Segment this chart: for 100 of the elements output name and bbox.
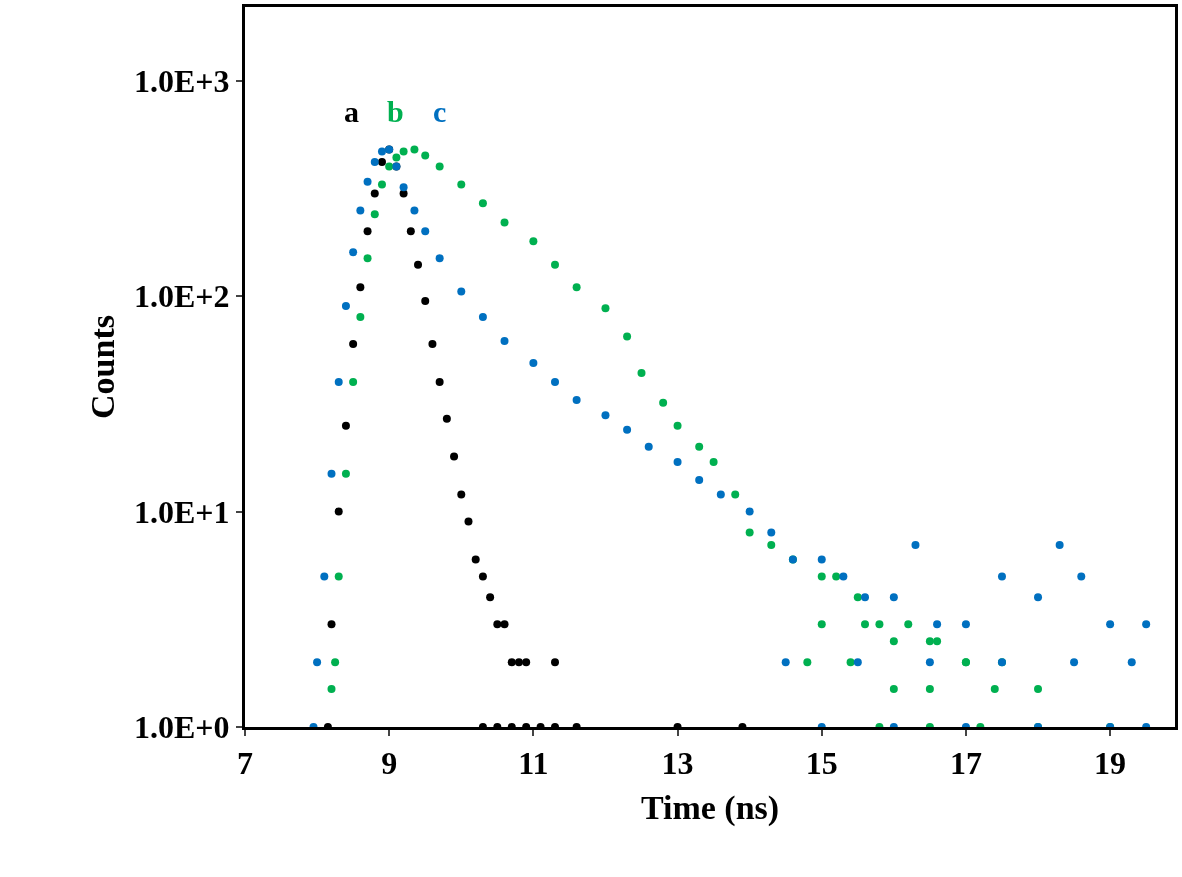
point xyxy=(875,620,884,629)
point xyxy=(334,572,343,581)
series-label: a xyxy=(344,95,359,128)
x-tick-label: 17 xyxy=(949,745,982,782)
x-tick-label: 9 xyxy=(381,745,398,782)
point xyxy=(341,469,350,478)
point xyxy=(370,157,379,166)
point xyxy=(853,593,862,602)
point xyxy=(313,658,322,667)
point xyxy=(846,658,855,667)
point xyxy=(334,507,343,516)
point xyxy=(442,414,451,423)
y-tick-label: 1.0E+0 xyxy=(134,709,230,746)
point xyxy=(363,177,372,186)
point xyxy=(925,637,934,646)
point xyxy=(695,476,704,485)
point xyxy=(410,206,419,215)
point xyxy=(716,490,725,499)
x-tick-label: 7 xyxy=(237,745,253,782)
point xyxy=(1127,658,1136,667)
point xyxy=(349,339,358,348)
point xyxy=(457,490,466,499)
point xyxy=(933,637,942,646)
point xyxy=(392,153,401,162)
point xyxy=(644,442,653,451)
x-tick-label: 15 xyxy=(805,745,838,782)
point xyxy=(767,528,776,537)
point xyxy=(853,658,862,667)
point xyxy=(1034,685,1043,694)
y-tick-label: 1.0E+1 xyxy=(134,493,230,530)
point xyxy=(745,507,754,516)
point xyxy=(327,685,336,694)
point xyxy=(1077,572,1086,581)
point xyxy=(507,658,516,667)
point xyxy=(889,637,898,646)
point xyxy=(421,151,430,160)
point xyxy=(817,620,826,629)
point xyxy=(637,368,646,377)
point xyxy=(861,593,869,602)
point xyxy=(500,218,509,227)
point xyxy=(478,199,487,208)
point xyxy=(1106,620,1115,629)
x-tick-label: 11 xyxy=(518,745,549,782)
point xyxy=(695,442,704,451)
point xyxy=(781,658,790,667)
x-tick-label: 13 xyxy=(661,745,694,782)
point xyxy=(334,377,343,386)
point xyxy=(399,183,408,192)
point xyxy=(709,457,718,466)
point xyxy=(911,540,920,549)
point xyxy=(478,572,487,581)
point xyxy=(803,658,812,667)
point xyxy=(341,421,350,430)
point xyxy=(414,260,423,269)
point xyxy=(493,620,502,629)
point xyxy=(1034,593,1043,602)
point xyxy=(406,227,415,236)
point xyxy=(331,658,340,667)
point xyxy=(421,227,430,236)
point xyxy=(327,469,336,478)
point xyxy=(745,528,754,537)
point xyxy=(500,336,509,345)
point xyxy=(464,517,473,526)
point xyxy=(1070,658,1079,667)
point xyxy=(623,425,632,434)
point xyxy=(435,254,444,263)
point xyxy=(341,302,350,311)
point xyxy=(933,620,942,629)
point xyxy=(990,685,999,694)
point xyxy=(435,377,444,386)
point xyxy=(529,358,538,367)
point xyxy=(500,620,509,629)
point xyxy=(363,254,372,263)
point xyxy=(925,658,934,667)
point xyxy=(450,452,459,461)
point xyxy=(421,296,430,305)
point xyxy=(377,157,386,166)
point xyxy=(551,658,559,667)
series-label: b xyxy=(387,95,404,128)
point xyxy=(370,210,379,219)
point xyxy=(457,287,466,296)
point xyxy=(356,206,365,215)
point xyxy=(349,377,358,386)
point xyxy=(377,180,386,189)
point xyxy=(356,313,365,322)
point xyxy=(673,421,682,430)
point xyxy=(529,237,538,246)
point xyxy=(522,658,531,667)
point xyxy=(659,398,668,407)
point xyxy=(904,620,913,629)
point xyxy=(673,457,682,466)
point xyxy=(832,572,841,581)
point xyxy=(551,377,559,386)
point xyxy=(478,313,487,322)
y-tick-label: 1.0E+3 xyxy=(134,62,230,99)
point xyxy=(731,490,740,499)
point xyxy=(363,227,372,236)
point xyxy=(410,145,419,154)
point xyxy=(861,620,869,629)
point xyxy=(349,248,358,257)
